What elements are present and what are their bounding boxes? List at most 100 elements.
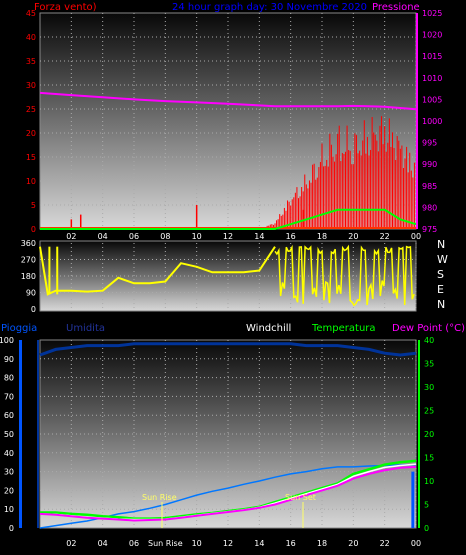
y-tick-label: 20 [26,129,36,138]
label-windchill: Windchill [246,323,291,334]
x-tick-label: 14 [254,539,264,548]
y-tick-label: 30 [26,81,36,90]
panel3-series [39,342,417,529]
series-line-direction-noisy [274,244,415,307]
series-line-umidita [39,342,417,357]
x-tick-label: 02 [66,232,76,241]
x-tick-label: 06 [129,232,139,241]
y-tick-label: 60 [4,411,14,420]
y-tick-label: 270 [21,256,36,265]
panel3-grid [40,340,417,528]
x-tick-label: 22 [380,539,390,548]
y-tick-label: 70 [4,392,14,401]
panel3-x-axis: 02 04 06 Sun Rise 10 12 14 16 18 20 22 00 [66,539,421,548]
y-tick-label: 40 [4,449,14,458]
y-tick-label: 0 [31,225,36,234]
panel2-series [39,244,415,307]
y-tick-label: 10 [4,505,14,514]
y-tick-label: 25 [424,407,434,416]
x-tick-label: 14 [254,232,264,241]
x-tick-label: 06 [129,539,139,548]
y-tick-label: 20 [4,486,14,495]
rain-axis-bar [19,340,22,528]
y-tick-label: 0 [9,524,14,533]
y-tick-label: 1005 [422,95,442,104]
y-tick-label: 1025 [422,9,442,18]
x-tick-label: 16 [286,539,296,548]
sunrise-label: Sun Rise [142,493,177,502]
panel1-left-axis: 0 5 10 15 20 25 30 35 40 45 [26,9,36,234]
y-tick-label: 30 [4,468,14,477]
y-tick-label: 30 [424,383,434,392]
y-tick-label: 1020 [422,31,442,40]
y-tick-label: 80 [4,374,14,383]
x-tick-label: 12 [223,232,233,241]
y-tick-label: 50 [4,430,14,439]
compass-label: N [437,298,445,311]
panel1-title-date: 24 hour graph day: 30 Novembre 2020 [172,2,367,13]
panel1-series [39,91,417,230]
x-tick-label: 00 [411,539,421,548]
label-pioggia: Pioggia [1,323,37,334]
series-line-direction [39,246,276,296]
y-tick-label: 180 [21,272,36,281]
y-tick-label: 1015 [422,52,442,61]
label-temperatura: Temperatura [311,323,376,334]
compass-label: W [437,253,448,266]
y-tick-label: 10 [424,477,434,486]
y-tick-label: 10 [26,177,36,186]
label-dewpoint: Dew Point (°C) [392,323,465,334]
humidity-axis-bar [37,340,39,528]
y-tick-label: 995 [422,139,437,148]
x-tick-label: 02 [66,539,76,548]
y-tick-label: 90 [4,355,14,364]
y-tick-label: 35 [26,57,36,66]
y-tick-label: 985 [422,182,437,191]
y-tick-label: 15 [26,153,36,162]
label-umidita: Umidita [66,323,105,334]
series-line-dewpoint [39,465,417,522]
sunset-label: Sun Set [285,493,316,502]
x-tick-label: 12 [223,539,233,548]
y-tick-label: 1000 [422,117,442,126]
x-tick-label: 04 [98,232,108,241]
x-tick-label: 08 [160,232,170,241]
compass-label: E [437,283,444,296]
y-tick-label: 5 [31,201,36,210]
panel2-left-axis: 0 90 180 270 360 [21,239,36,314]
x-tick-label: 04 [98,539,108,548]
y-tick-label: 990 [422,160,437,169]
x-tick-label: Sun Rise [148,539,183,548]
panel1-title-wind: Forza vento) [34,2,97,13]
temp-axis-bar [418,340,420,528]
y-tick-label: 40 [424,336,434,345]
y-tick-label: 1010 [422,74,442,83]
x-tick-label: 16 [286,232,296,241]
x-tick-label: 18 [317,539,327,548]
panel1-x-axis: 02 04 06 08 10 12 14 16 18 20 22 00 [66,232,421,241]
series-line-pressure [39,91,417,111]
panel1-right-axis: 975 980 985 990 995 1000 1005 1010 1015 1020 1025 [422,9,442,234]
panel1-grid [40,13,417,229]
y-tick-label: 45 [26,9,36,18]
panel3-left-axis: 0 10 20 30 40 50 60 70 80 90 100 [0,336,14,533]
x-tick-label: 10 [192,539,202,548]
x-tick-label: 20 [348,232,358,241]
x-tick-label: 10 [192,232,202,241]
y-tick-label: 0 [424,524,429,533]
compass-label: N [437,238,445,251]
y-tick-label: 90 [26,289,36,298]
y-tick-label: 25 [26,105,36,114]
panel3-right-axis: 0 5 10 15 20 25 30 35 40 [424,336,434,533]
y-tick-label: 0 [31,305,36,314]
y-tick-label: 360 [21,239,36,248]
pressure-axis-bar [416,13,418,229]
y-tick-label: 40 [26,33,36,42]
y-tick-label: 5 [424,501,429,510]
panel1-title-pressure: Pressione [372,2,420,13]
y-tick-label: 980 [422,203,437,212]
y-tick-label: 15 [424,454,434,463]
x-tick-label: 18 [317,232,327,241]
